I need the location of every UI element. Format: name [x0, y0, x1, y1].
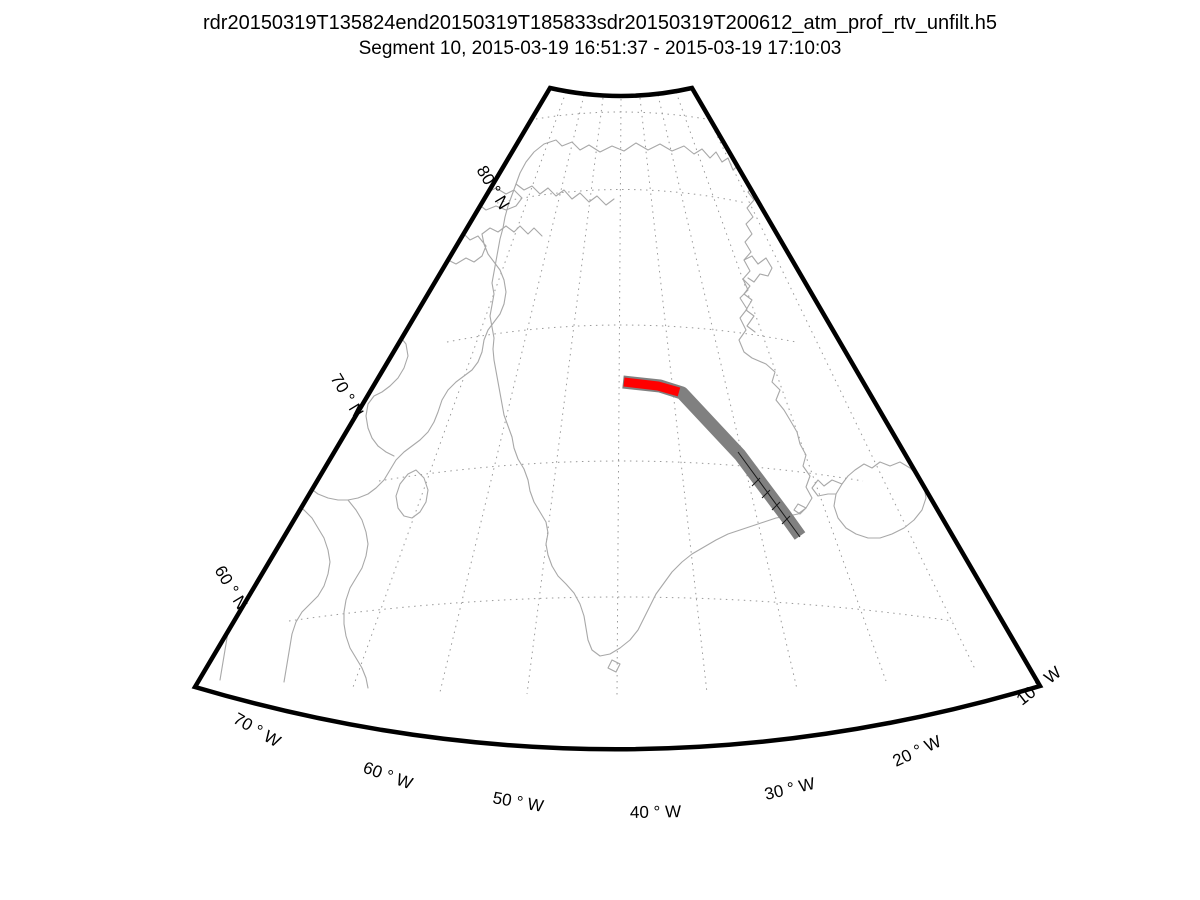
graticule-parallels: [288, 111, 954, 622]
figure-subtitle: Segment 10, 2015-03-19 16:51:37 - 2015-0…: [358, 38, 842, 59]
title-block: rdr20150319T135824end20150319T185833sdr2…: [0, 10, 1200, 62]
graticule-meridians: [351, 88, 976, 696]
longitude-labels: 70 ° W 60 ° W 50 ° W 40 ° W 30 ° W 20 ° …: [230, 663, 1065, 822]
lon-label-10: 10 ° W: [1013, 663, 1065, 709]
lon-label-50: 50 ° W: [491, 788, 545, 816]
lon-label-60: 60 ° W: [361, 758, 416, 793]
lon-label-40: 40 ° W: [630, 802, 682, 822]
map-frame: [191, 85, 1044, 752]
lat-label-70: 70 ° N: [327, 370, 368, 420]
lon-label-30: 30 ° W: [763, 774, 817, 804]
lon-label-70: 70 ° W: [230, 709, 284, 751]
swath-track: [622, 375, 806, 540]
lon-label-20: 20 ° W: [890, 732, 944, 771]
figure-title: rdr20150319T135824end20150319T185833sdr2…: [203, 12, 997, 34]
coastlines: [219, 139, 927, 689]
lat-label-60: 60 ° N: [211, 562, 252, 612]
